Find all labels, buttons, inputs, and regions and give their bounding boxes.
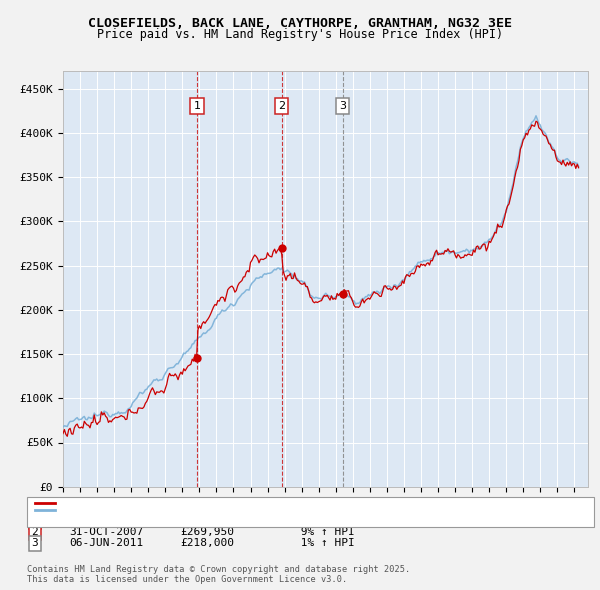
Text: Price paid vs. HM Land Registry's House Price Index (HPI): Price paid vs. HM Land Registry's House … [97, 28, 503, 41]
Text: 1% ↑ HPI: 1% ↑ HPI [294, 539, 355, 548]
Text: 31-OCT-2007: 31-OCT-2007 [69, 527, 143, 537]
Text: 2: 2 [278, 101, 285, 111]
Text: Contains HM Land Registry data © Crown copyright and database right 2025.
This d: Contains HM Land Registry data © Crown c… [27, 565, 410, 584]
Text: CLOSEFIELDS, BACK LANE, CAYTHORPE, GRANTHAM, NG32 3EE: CLOSEFIELDS, BACK LANE, CAYTHORPE, GRANT… [88, 17, 512, 30]
Text: £145,000: £145,000 [180, 516, 234, 526]
Text: 06-JUN-2011: 06-JUN-2011 [69, 539, 143, 548]
Text: 9% ↑ HPI: 9% ↑ HPI [294, 527, 355, 537]
Text: 3: 3 [31, 539, 38, 548]
Text: 3: 3 [340, 101, 346, 111]
Text: 1: 1 [31, 516, 38, 526]
Text: 11% ↓ HPI: 11% ↓ HPI [294, 516, 355, 526]
Text: 08-NOV-2002: 08-NOV-2002 [69, 516, 143, 526]
Text: CLOSEFIELDS, BACK LANE, CAYTHORPE, GRANTHAM, NG32 3EE (detached house): CLOSEFIELDS, BACK LANE, CAYTHORPE, GRANT… [58, 498, 469, 507]
Text: HPI: Average price, detached house, South Kesteven: HPI: Average price, detached house, Sout… [58, 505, 352, 514]
Text: £269,950: £269,950 [180, 527, 234, 537]
Text: £218,000: £218,000 [180, 539, 234, 548]
Text: 1: 1 [193, 101, 200, 111]
Text: 2: 2 [31, 527, 38, 537]
